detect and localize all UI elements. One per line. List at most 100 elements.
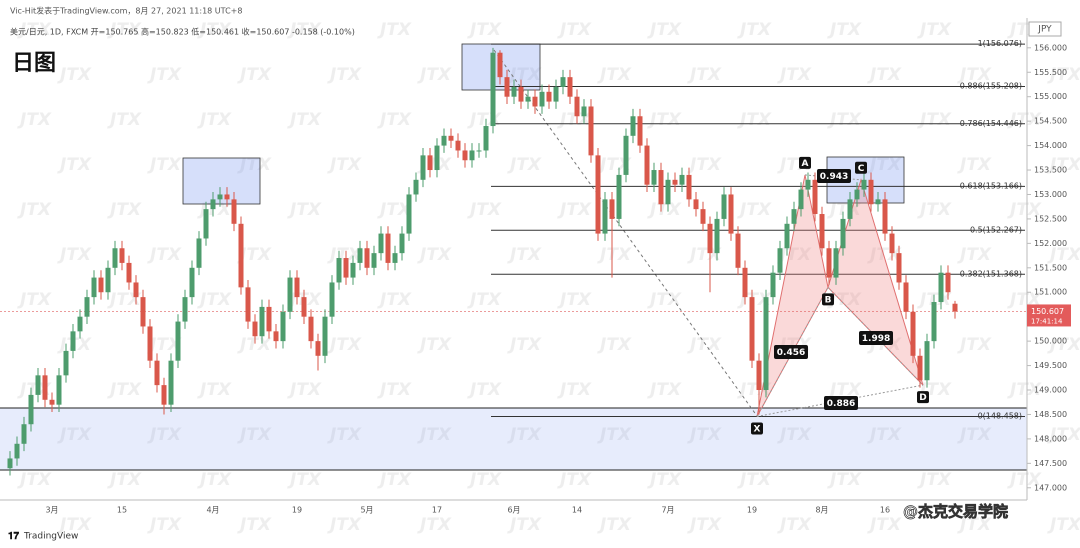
- x-tick-label: 16: [880, 506, 890, 515]
- candle-body: [399, 233, 405, 254]
- candle-body: [441, 135, 447, 146]
- watermark: JTX: [197, 470, 232, 490]
- watermark: JTX: [1047, 425, 1080, 445]
- candle-body: [805, 179, 811, 190]
- watermark: JTX: [17, 200, 52, 220]
- y-tick-label: 147.000: [1034, 483, 1067, 492]
- watermark: JTX: [467, 470, 502, 490]
- watermark: JTX: [597, 65, 632, 85]
- watermark: JTX: [597, 515, 632, 535]
- candle-body: [896, 253, 902, 283]
- candle-body: [588, 106, 594, 156]
- watermark: JTX: [827, 20, 862, 40]
- watermark: JTX: [17, 470, 52, 490]
- watermark: JTX: [147, 245, 182, 265]
- candle-body: [378, 233, 384, 254]
- candle-body: [497, 52, 503, 78]
- candle-body: [637, 116, 643, 146]
- candle-body: [98, 277, 104, 293]
- point-label: D: [919, 393, 926, 403]
- chart-title: 日图: [12, 51, 56, 76]
- candle-body: [665, 179, 671, 205]
- candle-body: [161, 385, 167, 405]
- y-tick-label: 154.500: [1034, 117, 1067, 126]
- currency-box: [1028, 21, 1062, 37]
- point-box: [799, 156, 811, 169]
- candle-body: [203, 209, 209, 239]
- candle-body: [336, 258, 342, 283]
- watermark: JTX: [777, 65, 812, 85]
- logo-icon: 𝟏𝟕: [8, 531, 20, 542]
- x-tick-label: 19: [747, 506, 757, 515]
- point-label: X: [754, 425, 761, 435]
- candle-body: [672, 179, 678, 185]
- candle-body: [924, 341, 930, 381]
- candle-body: [847, 199, 853, 219]
- x-tick-label: 8月: [815, 506, 828, 515]
- candle-body: [721, 194, 727, 219]
- y-tick-label: 152.000: [1034, 239, 1067, 248]
- fib-label: 1(156.076): [978, 39, 1022, 48]
- candle-body: [28, 394, 34, 425]
- y-tick-label: 155.000: [1034, 92, 1067, 101]
- watermark: JTX: [687, 515, 722, 535]
- candle-body: [700, 209, 706, 224]
- watermark: JTX: [507, 335, 542, 355]
- candle-body: [854, 189, 860, 200]
- watermark: JTX: [597, 245, 632, 265]
- y-tick-label: 152.500: [1034, 214, 1067, 223]
- point-label: C: [858, 164, 865, 174]
- point-label: B: [825, 295, 832, 305]
- watermark: JTX: [957, 65, 992, 85]
- candle-body: [728, 194, 734, 234]
- watermark: JTX: [17, 110, 52, 130]
- candle-body: [826, 248, 832, 278]
- watermark: JTX: [687, 245, 722, 265]
- candle-body: [707, 223, 713, 254]
- watermark: JTX: [147, 425, 182, 445]
- y-tick-label: 148.500: [1034, 410, 1067, 419]
- watermark: JTX: [687, 335, 722, 355]
- watermark: JTX: [647, 20, 682, 40]
- watermark: JTX: [827, 380, 862, 400]
- candle-body: [364, 248, 370, 268]
- watermark: JTX: [867, 65, 902, 85]
- ratio-label-box: [774, 345, 808, 359]
- candle-body: [112, 248, 118, 268]
- y-tick-label: 147.500: [1034, 459, 1067, 468]
- candle-body: [259, 306, 265, 337]
- candle-body: [49, 399, 55, 405]
- candle-body: [532, 96, 538, 107]
- candle-body: [567, 77, 573, 97]
- candle-body: [448, 135, 454, 141]
- fib-label: 0.5(152.267): [970, 225, 1022, 234]
- watermark: JTX: [57, 245, 92, 265]
- candle-body: [756, 360, 762, 391]
- watermark: JTX: [687, 155, 722, 175]
- watermark: JTX: [647, 200, 682, 220]
- candle-body: [287, 277, 293, 312]
- candle-body: [105, 267, 111, 293]
- candle-body: [63, 350, 69, 376]
- candle-body: [819, 214, 825, 249]
- x-tick-label: 3月: [45, 506, 58, 515]
- y-tick-label: 150.000: [1034, 337, 1067, 346]
- candle-body: [350, 262, 356, 278]
- candle-body: [84, 297, 90, 317]
- currency: JPY: [1037, 25, 1052, 35]
- candle-body: [294, 277, 300, 298]
- ratio-label: 1.998: [862, 334, 890, 344]
- watermark: JTX: [507, 515, 542, 535]
- candle-body: [154, 360, 160, 386]
- candle-body: [252, 321, 258, 337]
- watermark: JTX: [917, 110, 952, 130]
- candle-body: [742, 267, 748, 298]
- ratio-label: 0.886: [827, 399, 855, 409]
- watermark: JTX: [737, 110, 772, 130]
- pattern-labels: X A B C D 0.943 0.456 1.998 0.886: [751, 156, 929, 435]
- watermark: JTX: [107, 110, 142, 130]
- candle-body: [798, 189, 804, 210]
- y-tick-label: 149.500: [1034, 361, 1067, 370]
- watermark: JTX: [237, 245, 272, 265]
